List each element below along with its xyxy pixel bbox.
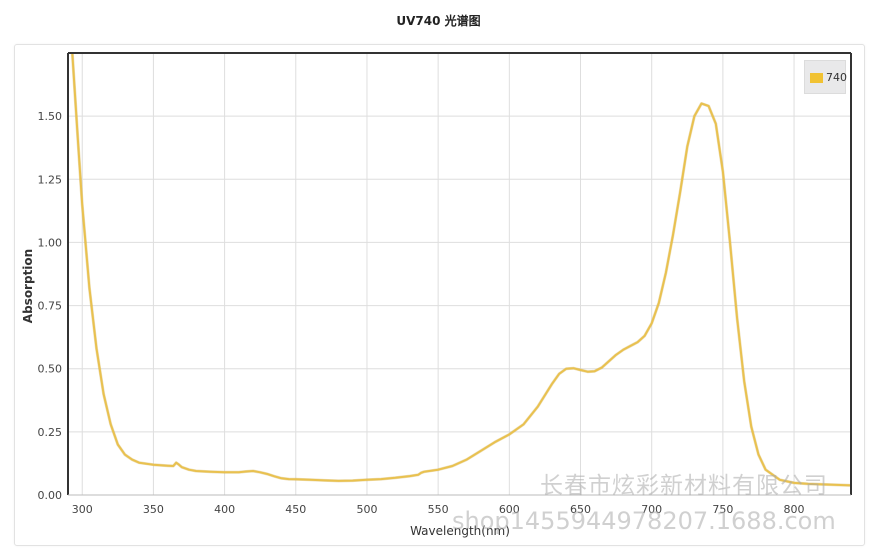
- x-tick-label: 700: [641, 503, 662, 516]
- legend[interactable]: 740: [804, 60, 847, 94]
- chart-title: UV740 光谱图: [396, 14, 481, 28]
- y-tick-label: 0.50: [38, 363, 63, 376]
- y-tick-label: 0.00: [38, 489, 63, 502]
- x-axis-label: Wavelength(nm): [410, 524, 510, 538]
- x-tick-label: 300: [72, 503, 93, 516]
- y-tick-label: 1.50: [38, 110, 63, 123]
- series-line-shadow: [70, 52, 852, 487]
- y-tick-label: 0.25: [38, 426, 63, 439]
- y-tick-label: 1.25: [38, 173, 63, 186]
- series-layer: [70, 52, 852, 487]
- x-tick-label: 500: [356, 503, 377, 516]
- y-tick-label: 0.75: [38, 300, 63, 313]
- x-tick-label: 650: [570, 503, 591, 516]
- legend-swatch-740: [810, 73, 823, 83]
- y-tick-label: 1.00: [38, 236, 63, 249]
- x-tick-label: 600: [499, 503, 520, 516]
- axes: [67, 52, 852, 496]
- x-tick-label: 450: [285, 503, 306, 516]
- legend-label-740: 740: [826, 71, 847, 84]
- x-tick-label: 400: [214, 503, 235, 516]
- x-tick-label: 750: [712, 503, 733, 516]
- series-line-740: [71, 52, 852, 487]
- tick-labels: 300 350 400 450 500 550 600 650 700 750 800 0.00 0.2…: [38, 110, 805, 516]
- x-tick-label: 350: [143, 503, 164, 516]
- y-axis-label: Absorption: [21, 249, 35, 323]
- x-tick-label: 550: [428, 503, 449, 516]
- x-tick-label: 800: [784, 503, 805, 516]
